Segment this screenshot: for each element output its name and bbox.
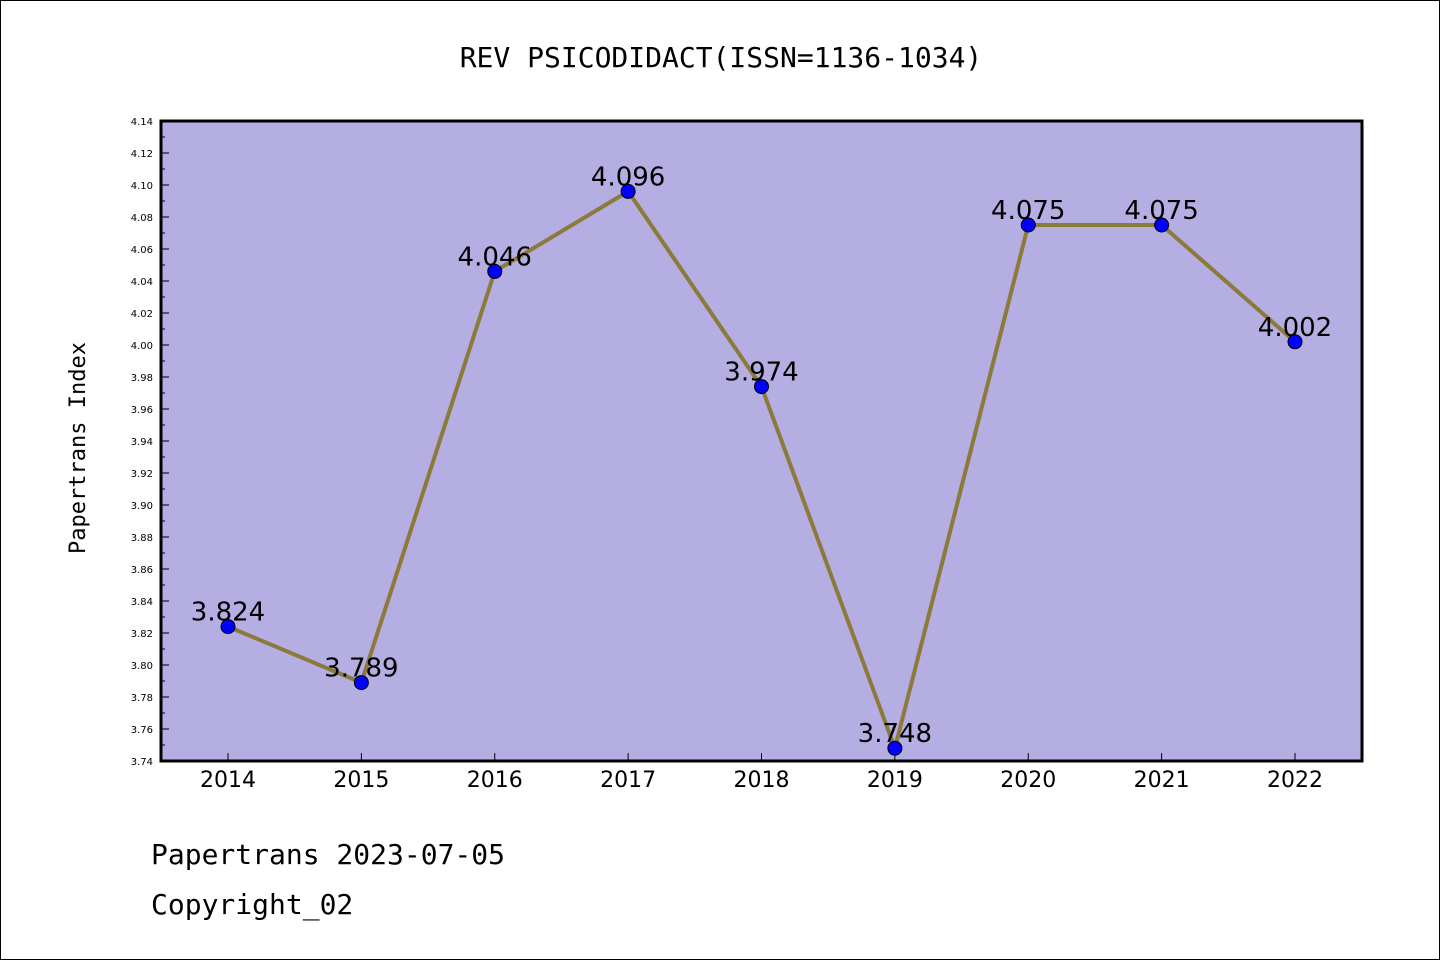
footer-copyright: Copyright_02 (151, 888, 353, 922)
y-tick-label: 3.78 (131, 693, 153, 704)
data-label: 3.789 (324, 654, 398, 684)
data-point (353, 675, 369, 691)
data-point (1154, 217, 1170, 233)
data-label: 4.046 (458, 242, 532, 272)
data-point (1287, 334, 1303, 350)
y-tick-label: 3.74 (131, 757, 153, 768)
y-tick-label: 4.02 (131, 309, 153, 320)
y-tick-label: 3.88 (131, 533, 153, 544)
x-tick-label: 2018 (734, 768, 790, 793)
data-point (887, 740, 903, 756)
chart-title: REV PSICODIDACT(ISSN=1136-1034) (460, 41, 983, 74)
y-tick-label: 3.90 (131, 501, 153, 512)
y-tick-label: 3.94 (131, 437, 153, 448)
x-tick-label: 2020 (1000, 768, 1056, 793)
data-label: 3.748 (858, 719, 932, 749)
y-tick-label: 3.80 (131, 661, 153, 672)
data-point (220, 619, 236, 635)
y-tick-label: 4.12 (131, 149, 153, 160)
y-tick-label: 4.06 (131, 245, 153, 256)
data-labels-group: 3.824 3.789 4.046 4.096 3.974 3.748 4.075 4.075… (191, 162, 1332, 749)
x-tick-label: 2015 (333, 768, 389, 793)
y-axis-ticks: 3.74 3.76 3.78 3.80 3.82 3.84 3.86 3.88 3.90 3.92… (131, 117, 169, 768)
y-tick-label: 4.14 (131, 117, 153, 128)
data-label: 4.075 (1124, 196, 1198, 226)
y-tick-label: 3.76 (131, 725, 153, 736)
x-axis-ticks: 2014 2015 2016 2017 2018 2019 2020 2021 2022 (200, 753, 1323, 793)
y-tick-label: 4.10 (131, 181, 153, 192)
y-tick-label: 3.92 (131, 469, 153, 480)
data-label: 4.096 (591, 162, 665, 192)
y-tick-label: 3.82 (131, 629, 153, 640)
x-tick-label: 2021 (1134, 768, 1190, 793)
y-tick-label: 3.98 (131, 373, 153, 384)
y-axis-label: Papertrans Index (66, 342, 91, 554)
x-tick-label: 2014 (200, 768, 256, 793)
data-point (620, 183, 636, 199)
footer-date: Papertrans 2023-07-05 (151, 838, 505, 871)
data-point (1020, 217, 1036, 233)
data-label: 3.824 (191, 598, 265, 628)
y-tick-label: 3.96 (131, 405, 153, 416)
y-tick-label: 3.86 (131, 565, 153, 576)
data-label: 4.075 (991, 196, 1065, 226)
y-tick-label: 4.04 (131, 277, 153, 288)
x-tick-label: 2017 (600, 768, 656, 793)
data-point (487, 263, 503, 279)
data-point (754, 379, 769, 395)
x-tick-label: 2019 (867, 768, 923, 793)
data-label: 4.002 (1258, 313, 1332, 343)
data-label: 3.974 (724, 358, 798, 388)
x-tick-label: 2016 (467, 768, 523, 793)
y-tick-label: 4.08 (131, 213, 153, 224)
x-tick-label: 2022 (1267, 768, 1323, 793)
y-tick-label: 3.84 (131, 597, 153, 608)
series-group (220, 183, 1303, 756)
y-tick-label: 4.00 (131, 341, 153, 352)
